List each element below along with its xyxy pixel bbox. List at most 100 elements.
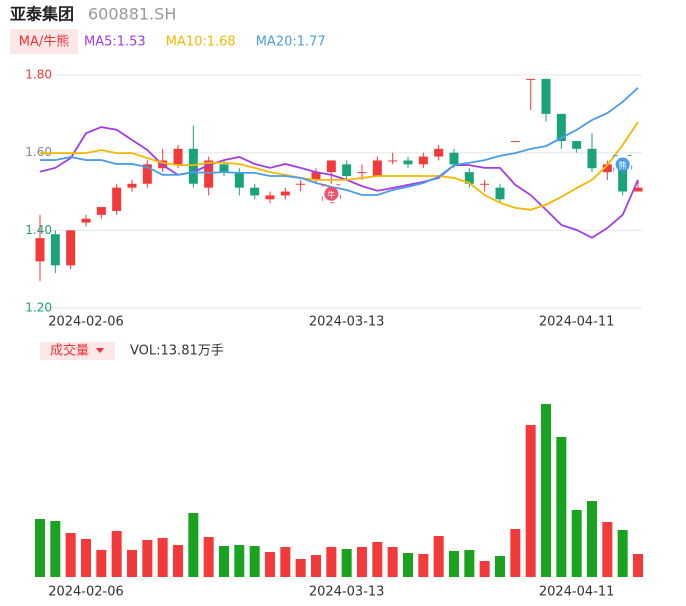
volume-bar — [633, 553, 643, 577]
candle-body — [342, 164, 352, 176]
x-tick-label: 2024-04-11 — [539, 315, 615, 330]
candle-body — [480, 183, 490, 185]
volume-bar — [142, 540, 153, 577]
candle-body — [296, 183, 306, 185]
candle-body — [418, 156, 428, 165]
candle-body — [403, 160, 413, 165]
volume-bar — [81, 539, 91, 577]
candle-body — [188, 148, 198, 184]
candle-body — [449, 152, 459, 165]
volume-bar — [234, 545, 245, 577]
candle-body — [326, 160, 336, 173]
volume-bar — [587, 501, 597, 577]
chart-title: 亚泰集团 — [10, 5, 74, 24]
candle-body — [112, 187, 122, 211]
volume-bar — [541, 404, 551, 577]
candle-body — [127, 183, 137, 188]
signal-label: 牛 — [327, 189, 335, 199]
x-tick-label: 2024-04-11 — [539, 585, 615, 600]
dropdown-arrow[interactable] — [96, 348, 104, 353]
candle-body — [495, 187, 505, 200]
volume-bar — [188, 513, 199, 577]
volume-bar — [464, 550, 475, 577]
volume-bar — [203, 537, 214, 577]
volume-bar — [127, 550, 137, 577]
volume-bar — [50, 521, 61, 577]
candle-body — [81, 218, 91, 223]
x-tick-label: 2024-03-13 — [309, 315, 385, 330]
volume-bar — [65, 533, 76, 577]
candle-body — [618, 168, 628, 192]
volume-bar — [433, 536, 444, 577]
volume-bar — [96, 550, 107, 577]
ma-line — [39, 126, 639, 239]
candle-body — [35, 238, 45, 262]
candle-body — [250, 187, 260, 196]
volume-bar — [403, 553, 413, 577]
volume-bar — [418, 554, 429, 577]
y-tick-label: 1.60 — [25, 145, 52, 159]
legend-entry: MA10:1.68 — [166, 35, 236, 50]
volume-bar — [387, 547, 398, 577]
signal-icon — [615, 157, 630, 172]
ma-line — [40, 121, 639, 211]
candle-body — [142, 164, 152, 184]
volume-bar — [326, 547, 337, 577]
candle-body — [633, 187, 643, 192]
volume-bar — [311, 555, 321, 577]
signal-frame — [321, 184, 341, 204]
volume-bar — [173, 545, 183, 577]
volume-label: VOL:13.81万手 — [130, 344, 224, 359]
indicator-button-bg[interactable] — [10, 29, 78, 54]
y-tick-label: 1.20 — [25, 301, 52, 315]
volume-title[interactable]: 成交量 — [50, 343, 89, 359]
volume-bar — [556, 437, 567, 577]
ma-line — [40, 87, 639, 196]
chart-subtitle: 600881.SH — [88, 5, 176, 24]
candle-body — [464, 172, 474, 184]
x-tick-label: 2024-03-13 — [309, 585, 385, 600]
candle-body — [50, 234, 60, 266]
candle-body — [602, 164, 612, 173]
volume-bar — [157, 538, 168, 577]
volume-button-bg[interactable] — [40, 342, 115, 360]
candle-body — [572, 141, 582, 149]
volume-bar — [35, 519, 45, 577]
volume-bar — [525, 425, 536, 577]
candle-body — [587, 148, 597, 169]
x-tick-label: 2024-02-06 — [48, 315, 124, 330]
signal-label: 熊 — [619, 160, 627, 170]
candle-body — [372, 160, 382, 176]
candle-body — [66, 230, 76, 266]
x-tick-label: 2024-02-06 — [48, 585, 124, 600]
candle-body — [280, 191, 290, 196]
candle-body — [219, 164, 229, 173]
legend-entry: MA20:1.77 — [256, 35, 326, 50]
candle-body — [526, 78, 536, 80]
volume-bar — [219, 546, 229, 577]
volume-bar — [111, 531, 122, 577]
volume-bar — [479, 561, 490, 577]
candle-body — [357, 172, 367, 174]
volume-bar — [495, 556, 505, 577]
candle-body — [510, 141, 520, 143]
volume-bar — [265, 552, 275, 577]
volume-bar — [617, 530, 628, 577]
y-tick-label: 1.80 — [25, 68, 52, 82]
volume-bar — [357, 547, 367, 577]
volume-bar — [571, 510, 582, 577]
candle-body — [311, 172, 321, 180]
signal-icon — [324, 186, 339, 201]
volume-bar — [295, 559, 306, 577]
candle-body — [388, 160, 398, 162]
volume-bar — [341, 549, 352, 577]
candle-body — [556, 113, 566, 142]
volume-bar — [602, 522, 613, 577]
candle-body — [265, 195, 275, 200]
indicator-button[interactable]: MA/牛熊 — [19, 34, 70, 50]
candle-body — [234, 172, 244, 188]
candle-body — [434, 148, 444, 157]
candle-body — [96, 207, 106, 215]
volume-bar — [449, 551, 459, 577]
